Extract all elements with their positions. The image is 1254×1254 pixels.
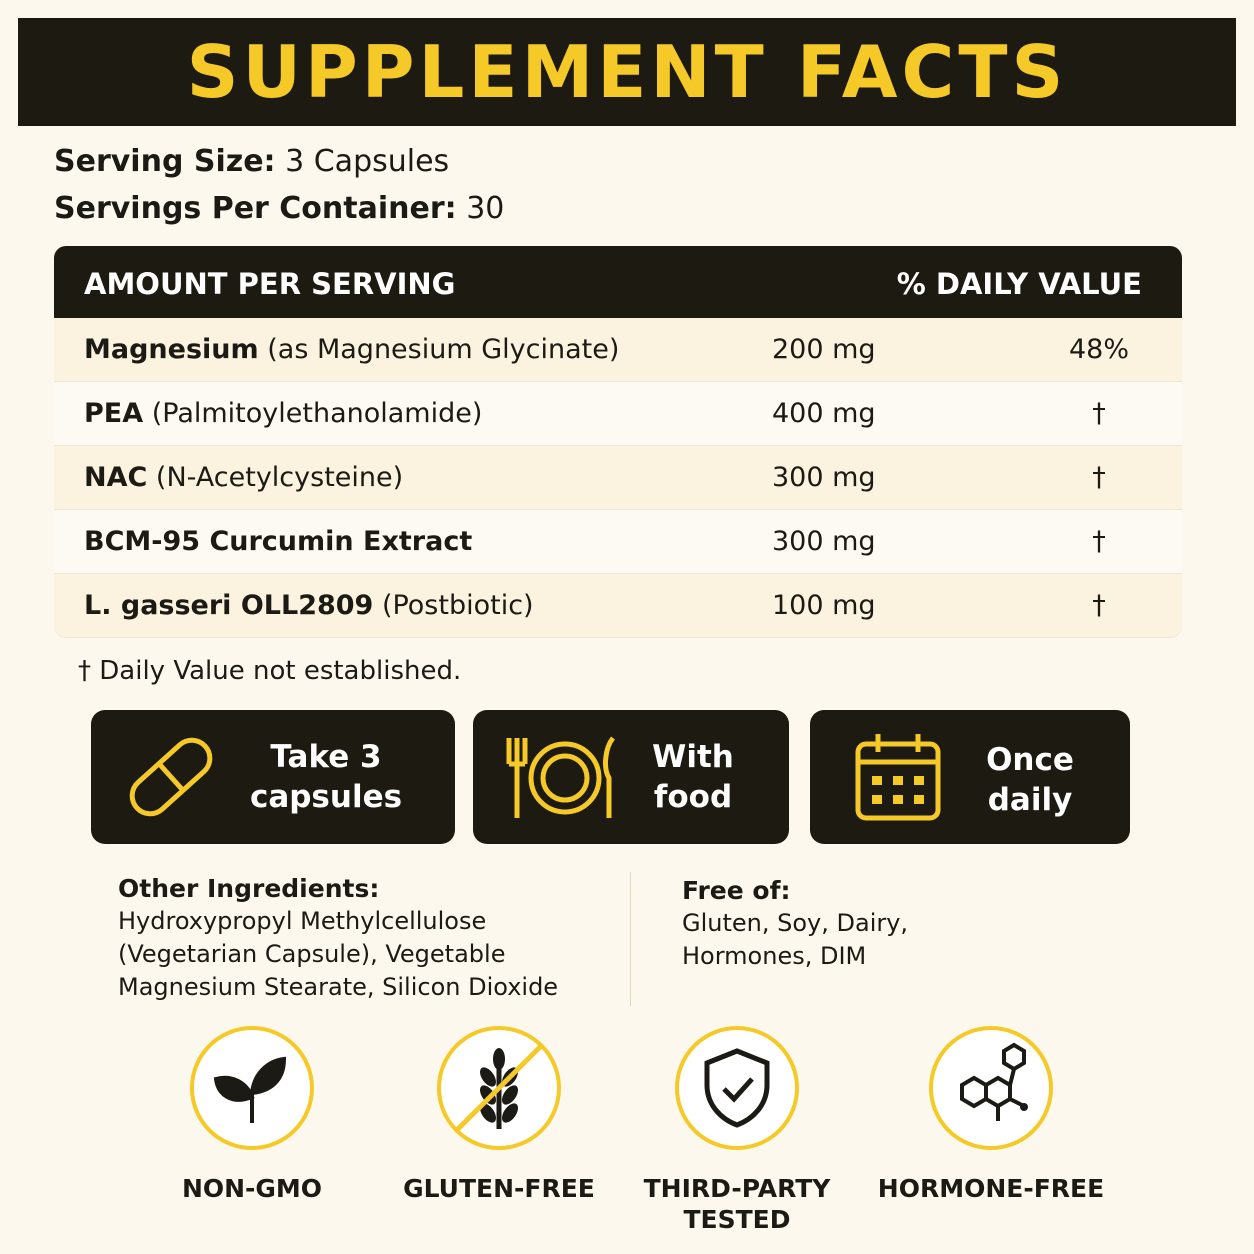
title: SUPPLEMENT FACTS [18, 18, 1236, 126]
molecule-icon [929, 1026, 1053, 1150]
ingredient-name: PEA [84, 398, 144, 429]
line: THIRD-PARTY [643, 1174, 831, 1203]
badge: NON-GMO [127, 1025, 377, 1204]
amount: 100 mg [772, 590, 876, 621]
shield-icon [675, 1026, 799, 1150]
line: Magnesium Stearate, Silicon Dioxide [118, 973, 559, 1001]
direction-text: With food [638, 737, 748, 817]
servings-per-container: Servings Per Container: 30 [54, 191, 504, 226]
ingredient-note: (Postbiotic) [381, 590, 534, 621]
value: 30 [466, 191, 505, 226]
direction-card: With food [473, 710, 789, 844]
badge: HORMONE-FREE [866, 1025, 1116, 1204]
direction-card: Take 3 capsules [91, 710, 455, 844]
line: daily [987, 782, 1073, 818]
line: Gluten, Soy, Dairy, [682, 909, 909, 937]
table-row: NAC (N-Acetylcysteine) 300 mg † [54, 446, 1182, 510]
line: With [652, 739, 734, 775]
ingredient-name: Magnesium [84, 334, 259, 365]
amount: 300 mg [772, 526, 876, 557]
ingredient: Magnesium (as Magnesium Glycinate) [84, 318, 619, 381]
badge-label: HORMONE-FREE [877, 1174, 1105, 1203]
daily-value: † [1092, 398, 1106, 429]
section-title: Free of: [682, 876, 791, 905]
badge-label: GLUTEN-FREE [403, 1174, 595, 1203]
daily-value: † [1092, 590, 1106, 621]
daily-value: † [1092, 526, 1106, 557]
calendar-icon [855, 734, 941, 821]
badge: GLUTEN-FREE [374, 1025, 624, 1204]
ingredient-name: NAC [84, 462, 148, 493]
daily-value: 48% [1068, 334, 1129, 365]
daily-value: † [1092, 462, 1106, 493]
footnote: † Daily Value not established. [78, 656, 462, 686]
ingredient-note: (N-Acetylcysteine) [155, 462, 404, 493]
ingredient: BCM-95 Curcumin Extract [84, 510, 472, 573]
line: (Vegetarian Capsule), Vegetable [118, 940, 506, 968]
amount: 400 mg [772, 398, 876, 429]
line: capsules [249, 779, 403, 815]
header-cell: AMOUNT PER SERVING [84, 267, 456, 301]
amount: 200 mg [772, 334, 876, 365]
badge: THIRD-PARTY TESTED [612, 1025, 862, 1235]
section-title: Other Ingredients: [118, 874, 380, 903]
free-of: Free of: Gluten, Soy, Dairy, Hormones, D… [682, 874, 908, 973]
direction-text: Once daily [970, 740, 1090, 820]
line: Take 3 [270, 739, 382, 775]
value: 3 Capsules [285, 144, 450, 179]
ingredient-name: L. gasseri OLL2809 [84, 590, 374, 621]
capsule-icon [129, 737, 213, 817]
badge-label: NON-GMO [181, 1174, 323, 1203]
direction-card: Once daily [810, 710, 1130, 844]
line: Once [986, 742, 1074, 778]
ingredient: PEA (Palmitoylethanolamide) [84, 382, 482, 445]
badge-label: THIRD-PARTY TESTED [612, 1173, 862, 1235]
table-row: L. gasseri OLL2809 (Postbiotic) 100 mg † [54, 574, 1182, 638]
ingredient-name: BCM-95 Curcumin Extract [84, 526, 473, 557]
plate-icon [506, 736, 616, 818]
ingredient-note: (as Magnesium Glycinate) [267, 334, 620, 365]
serving-size: Serving Size: 3 Capsules [54, 144, 449, 179]
ingredient: NAC (N-Acetylcysteine) [84, 446, 403, 509]
line: Hydroxypropyl Methylcellulose [118, 907, 487, 935]
table-row: PEA (Palmitoylethanolamide) 400 mg † [54, 382, 1182, 446]
table-row: BCM-95 Curcumin Extract 300 mg † [54, 510, 1182, 574]
table-header: AMOUNT PER SERVING % DAILY VALUE [54, 246, 1182, 318]
label: Servings Per Container: [54, 191, 457, 226]
other-ingredients: Other Ingredients: Hydroxypropyl Methylc… [118, 872, 558, 1004]
header-cell: % DAILY VALUE [896, 267, 1142, 301]
line: Hormones, DIM [682, 942, 867, 970]
amount: 300 mg [772, 462, 876, 493]
wheat-icon [437, 1026, 561, 1150]
leaf-icon [190, 1026, 314, 1150]
divider [630, 872, 631, 1006]
label: Serving Size: [54, 144, 276, 179]
table-row: Magnesium (as Magnesium Glycinate) 200 mg… [54, 318, 1182, 382]
line: food [653, 779, 733, 815]
direction-text: Take 3 capsules [241, 737, 411, 817]
ingredient-note: (Palmitoylethanolamide) [151, 398, 483, 429]
ingredient: L. gasseri OLL2809 (Postbiotic) [84, 574, 534, 637]
line: TESTED [683, 1205, 791, 1234]
